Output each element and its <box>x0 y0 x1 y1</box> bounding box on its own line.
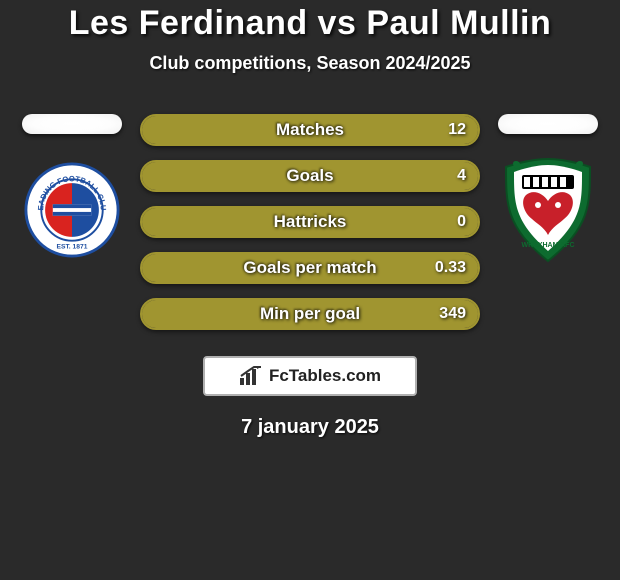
bar-value-right: 12 <box>448 121 466 139</box>
left-club-badge: READING FOOTBALL CLUB EST. 1871 <box>22 160 122 260</box>
left-player-column: READING FOOTBALL CLUB EST. 1871 <box>22 114 122 260</box>
svg-text:WREXHAM AFC: WREXHAM AFC <box>521 242 574 249</box>
stat-bar: Goals4 <box>140 160 480 192</box>
bars-icon <box>239 366 263 386</box>
stat-bars: Matches12 Goals4 Hattricks0 Goals per match… <box>140 114 480 330</box>
page-title: Les Ferdinand vs Paul Mullin <box>0 4 620 43</box>
wrexham-badge-icon: WREXHAM AFC <box>498 155 598 265</box>
right-player-column: WREXHAM AFC <box>498 114 598 260</box>
comparison-card: Les Ferdinand vs Paul Mullin Club compet… <box>0 0 620 439</box>
bar-value-right: 0 <box>457 213 466 231</box>
bar-value-right: 4 <box>457 167 466 185</box>
right-club-badge: WREXHAM AFC <box>498 160 598 260</box>
bar-label: Min per goal <box>142 304 478 324</box>
bar-label: Goals per match <box>142 258 478 278</box>
stat-bar: Goals per match0.33 <box>140 252 480 284</box>
bar-label: Hattricks <box>142 212 478 232</box>
subtitle: Club competitions, Season 2024/2025 <box>0 53 620 74</box>
bar-label: Goals <box>142 166 478 186</box>
svg-text:EST. 1871: EST. 1871 <box>56 243 87 250</box>
stat-bar: Matches12 <box>140 114 480 146</box>
logo-text: FcTables.com <box>269 366 381 386</box>
bar-value-right: 349 <box>439 305 466 323</box>
date-label: 7 january 2025 <box>0 416 620 439</box>
content-row: READING FOOTBALL CLUB EST. 1871 Matches1… <box>0 114 620 330</box>
right-player-photo <box>498 114 598 134</box>
stat-bar: Min per goal349 <box>140 298 480 330</box>
fctables-logo[interactable]: FcTables.com <box>203 356 417 396</box>
reading-badge-icon: READING FOOTBALL CLUB EST. 1871 <box>24 162 120 258</box>
stat-bar: Hattricks0 <box>140 206 480 238</box>
bar-value-right: 0.33 <box>435 259 466 277</box>
left-player-photo <box>22 114 122 134</box>
bar-label: Matches <box>142 120 478 140</box>
